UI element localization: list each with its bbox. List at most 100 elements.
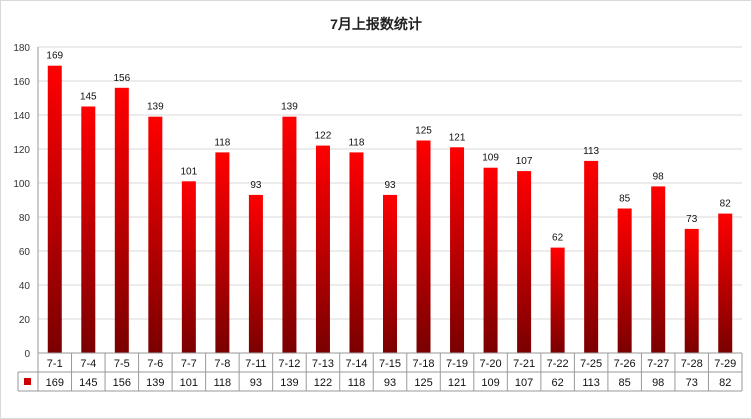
bar [282, 116, 297, 353]
bars [47, 65, 733, 354]
y-tick-label: 0 [24, 349, 30, 360]
table-value: 101 [180, 377, 198, 389]
bar [550, 247, 565, 353]
y-tick-label: 80 [19, 213, 31, 224]
table-value: 98 [652, 377, 664, 389]
bar [81, 106, 96, 353]
table-value: 118 [348, 377, 366, 389]
x-tick-label: 7-21 [513, 358, 535, 370]
x-tick-label: 7-1 [47, 358, 63, 370]
bar [248, 194, 263, 353]
bar [483, 167, 498, 353]
data-label: 93 [384, 180, 396, 191]
y-tick-label: 180 [13, 43, 30, 54]
x-tick-label: 7-11 [245, 358, 266, 370]
table-value: 107 [515, 377, 533, 389]
data-label: 73 [686, 214, 698, 225]
data-label: 121 [449, 132, 466, 143]
data-label: 125 [415, 126, 432, 137]
x-tick-label: 7-6 [147, 358, 163, 370]
table-value: 169 [46, 377, 64, 389]
table-value: 121 [448, 377, 466, 389]
data-label: 118 [214, 137, 230, 148]
y-tick-label: 40 [19, 281, 31, 292]
table-value: 109 [481, 377, 499, 389]
data-label: 122 [315, 131, 332, 142]
bar [114, 87, 129, 354]
data-table: 7-1 169 7-4 145 7-5 156 7-6 139 7-7 101 7-8 118 7-11… [17, 352, 743, 392]
data-label: 169 [46, 51, 63, 62]
y-tick-label: 60 [19, 247, 31, 258]
x-tick-label: 7-26 [614, 358, 636, 370]
data-label: 82 [720, 199, 732, 210]
bar [651, 186, 666, 353]
bar [617, 208, 632, 353]
bar [718, 213, 733, 353]
bar [450, 147, 465, 353]
x-tick-label: 7-8 [214, 358, 230, 370]
x-tick-label: 7-13 [312, 358, 334, 370]
table-value: 122 [314, 377, 332, 389]
data-label: 85 [619, 194, 631, 205]
data-label: 98 [653, 171, 665, 182]
data-label: 109 [482, 153, 499, 164]
table-value: 139 [280, 377, 298, 389]
y-tick-label: 140 [13, 111, 30, 122]
data-label: 139 [281, 102, 298, 113]
y-tick-label: 120 [13, 145, 30, 156]
x-tick-label: 7-18 [413, 358, 435, 370]
bar [684, 228, 699, 353]
bar [383, 194, 397, 353]
data-label: 101 [181, 166, 198, 177]
table-value: 156 [113, 377, 131, 389]
y-tick-label: 20 [19, 315, 31, 326]
data-label: 118 [348, 137, 364, 148]
bar [215, 152, 230, 353]
x-tick-label: 7-5 [114, 358, 130, 370]
y-tick-label: 160 [13, 77, 30, 88]
bar [47, 65, 62, 353]
data-label: 139 [147, 102, 164, 113]
table-value: 82 [719, 377, 731, 389]
table-value: 139 [146, 377, 164, 389]
data-label: 107 [516, 156, 533, 167]
data-label: 113 [583, 146, 599, 157]
data-label: 93 [250, 180, 262, 191]
x-tick-label: 7-14 [345, 358, 367, 370]
table-value: 118 [214, 377, 232, 389]
y-axis-ticks: 0 20 40 60 80 100 120 140 160 180 [13, 43, 30, 360]
data-label: 145 [80, 92, 97, 103]
bar [349, 152, 364, 353]
x-tick-label: 7-20 [480, 358, 502, 370]
table-value: 85 [619, 377, 631, 389]
x-tick-label: 7-7 [181, 358, 197, 370]
table-value: 113 [582, 377, 600, 389]
data-labels: 169 145 156 139 101 118 93 139 122 118 93 125 121 109… [46, 51, 731, 244]
x-tick-label: 7-28 [681, 358, 703, 370]
x-tick-label: 7-29 [714, 358, 736, 370]
x-tick-label: 7-19 [446, 358, 468, 370]
x-tick-label: 7-22 [547, 358, 569, 370]
bar [584, 160, 599, 353]
x-tick-label: 7-4 [80, 358, 96, 370]
data-label: 62 [552, 233, 564, 244]
bar [181, 181, 196, 353]
x-tick-label: 7-12 [278, 358, 300, 370]
y-tick-label: 100 [13, 179, 30, 190]
bar [517, 171, 532, 353]
chart-title: 7月上报数统计 [330, 16, 422, 32]
x-tick-label: 7-27 [647, 358, 669, 370]
table-value: 93 [250, 377, 262, 389]
x-tick-label: 7-25 [580, 358, 602, 370]
legend-key [24, 378, 31, 385]
table-value: 125 [414, 377, 432, 389]
table-value: 73 [686, 377, 698, 389]
table-value: 93 [384, 377, 396, 389]
bar [416, 140, 431, 353]
bar [315, 145, 330, 353]
table-value: 62 [551, 377, 563, 389]
table-value: 145 [79, 377, 97, 389]
x-tick-label: 7-15 [379, 358, 401, 370]
bar [148, 116, 163, 353]
